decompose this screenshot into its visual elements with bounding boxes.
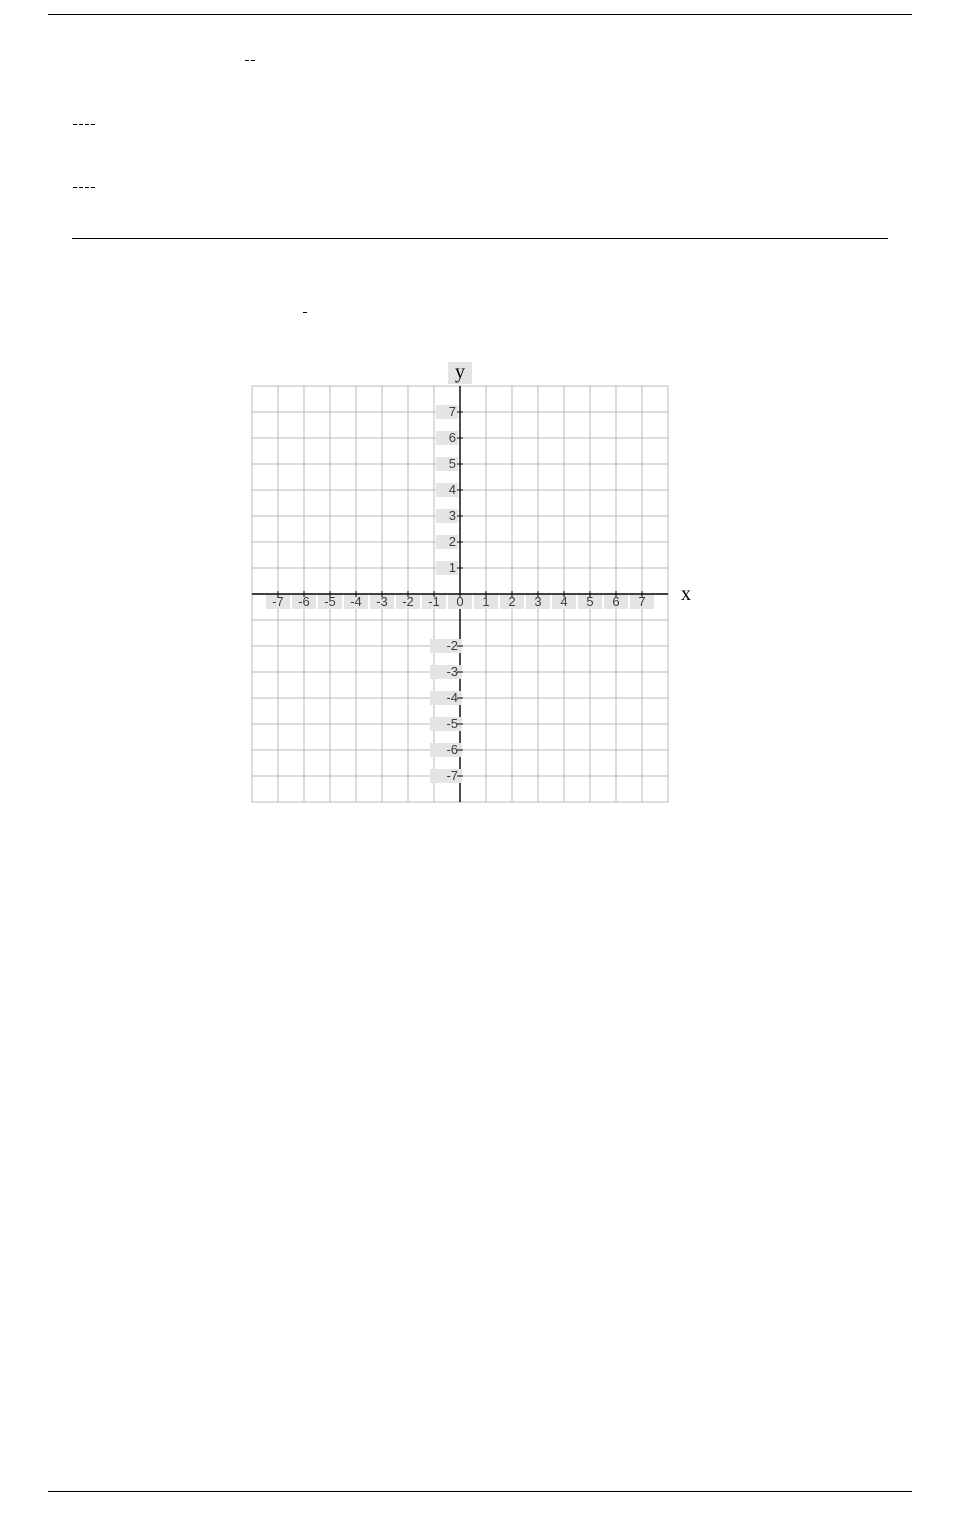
fraction <box>73 123 77 126</box>
fraction <box>91 186 95 189</box>
line-eq-1 <box>72 45 888 79</box>
example-1-calc <box>72 109 888 143</box>
denominator <box>91 188 95 189</box>
eq-rhs <box>244 45 888 79</box>
denominator <box>79 125 83 126</box>
subtasks-row-2 <box>72 297 888 331</box>
svg-text:4: 4 <box>449 482 456 497</box>
svg-text:-6: -6 <box>446 742 458 757</box>
svg-text:-7: -7 <box>446 768 458 783</box>
denominator <box>251 61 255 62</box>
svg-text:7: 7 <box>449 404 456 419</box>
denominator <box>73 188 77 189</box>
svg-text:2: 2 <box>449 534 456 549</box>
svg-text:-5: -5 <box>446 716 458 731</box>
fraction <box>85 123 89 126</box>
denominator <box>91 125 95 126</box>
fraction <box>79 123 83 126</box>
denominator <box>303 313 307 314</box>
fraction <box>85 186 89 189</box>
svg-text:3: 3 <box>449 508 456 523</box>
fraction <box>73 186 77 189</box>
page-header <box>0 0 960 10</box>
separator-rule <box>72 238 888 239</box>
denominator <box>85 188 89 189</box>
svg-text:6: 6 <box>449 430 456 445</box>
svg-text:y: y <box>455 361 465 383</box>
fraction <box>251 59 255 62</box>
subtask-e <box>72 297 302 331</box>
fraction <box>79 186 83 189</box>
fraction <box>245 59 249 62</box>
denominator <box>245 61 249 62</box>
fraction <box>91 123 95 126</box>
example-2-calc <box>72 172 888 206</box>
svg-text:-3: -3 <box>446 664 458 679</box>
svg-text:1: 1 <box>449 560 456 575</box>
svg-text:-2: -2 <box>446 638 458 653</box>
page-footer <box>48 1491 912 1498</box>
denominator <box>79 188 83 189</box>
fraction <box>303 311 307 314</box>
svg-text:-4: -4 <box>446 690 458 705</box>
denominator <box>73 125 77 126</box>
denominator <box>85 125 89 126</box>
document-body: -7-6-5-4-3-2-1012345671234567-2-3-4-5-6-… <box>0 15 960 832</box>
svg-text:x: x <box>681 583 691 605</box>
subtask-f <box>302 297 532 331</box>
coordinate-chart: -7-6-5-4-3-2-1012345671234567-2-3-4-5-6-… <box>72 356 888 832</box>
svg-text:5: 5 <box>449 456 456 471</box>
